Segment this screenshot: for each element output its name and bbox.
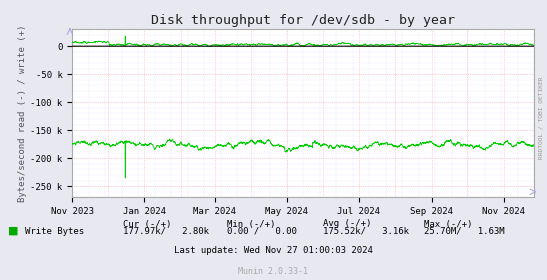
Text: Last update: Wed Nov 27 01:00:03 2024: Last update: Wed Nov 27 01:00:03 2024: [174, 246, 373, 255]
Text: Max (-/+): Max (-/+): [424, 220, 472, 228]
Text: 25.70M/   1.63M: 25.70M/ 1.63M: [424, 227, 504, 235]
Text: RRDTOOL / TOBI OETIKER: RRDTOOL / TOBI OETIKER: [538, 76, 543, 159]
Text: Min (-/+): Min (-/+): [227, 220, 275, 228]
Text: Write Bytes: Write Bytes: [25, 227, 84, 235]
Text: ■: ■: [8, 226, 19, 236]
Text: 0.00 /   0.00: 0.00 / 0.00: [227, 227, 297, 235]
Text: Cur (-/+): Cur (-/+): [123, 220, 171, 228]
Text: 177.97k/   2.80k: 177.97k/ 2.80k: [123, 227, 209, 235]
Text: Munin 2.0.33-1: Munin 2.0.33-1: [238, 267, 309, 276]
Title: Disk throughput for /dev/sdb - by year: Disk throughput for /dev/sdb - by year: [152, 14, 455, 27]
Text: 175.52k/   3.16k: 175.52k/ 3.16k: [323, 227, 409, 235]
Text: Avg (-/+): Avg (-/+): [323, 220, 371, 228]
Y-axis label: Bytes/second read (-) / write (+): Bytes/second read (-) / write (+): [19, 25, 27, 202]
